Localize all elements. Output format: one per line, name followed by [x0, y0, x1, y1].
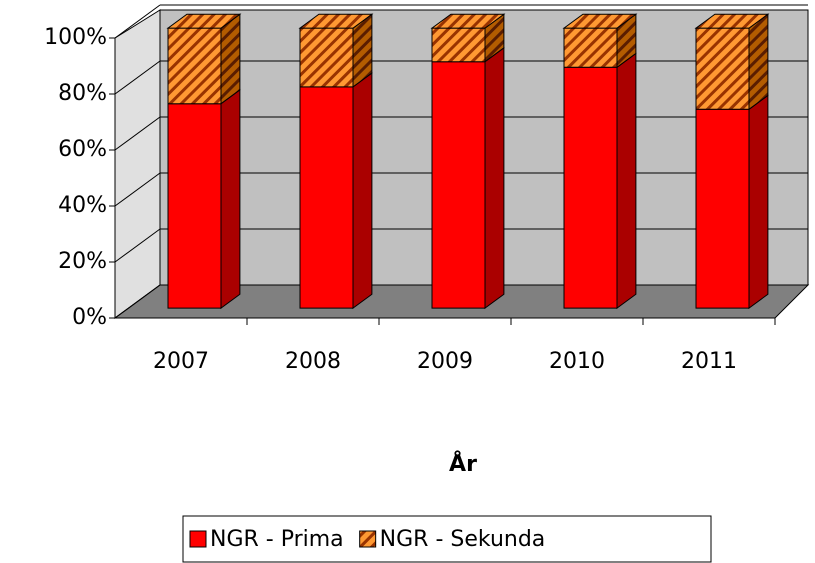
grid-line-side [114, 60, 161, 95]
x-tick-label: 2010 [549, 349, 605, 374]
bar-side [748, 13, 769, 111]
y-tick-label: 80% [58, 81, 107, 106]
x-tick-label: 2007 [153, 349, 209, 374]
bar-front [167, 103, 222, 309]
bar-top [166, 13, 242, 29]
side-wall [114, 9, 161, 319]
grid-line-side [114, 284, 161, 319]
bar-segment [431, 46, 505, 310]
bar-top [562, 13, 638, 29]
grid-line-side [114, 4, 161, 39]
bar-side [748, 94, 769, 310]
bar-front [431, 61, 486, 309]
bar-side [220, 88, 241, 310]
legend-swatch [359, 530, 377, 548]
legend-label: NGR - Prima [210, 527, 344, 552]
bar-segment [430, 13, 506, 63]
grid-line-side [114, 172, 161, 207]
bar-top [694, 13, 770, 29]
bar-segment [695, 94, 769, 310]
bar-side [352, 72, 373, 310]
legend-swatch [189, 530, 207, 548]
bar-front [695, 27, 750, 110]
x-tick-label: 2008 [285, 349, 341, 374]
x-tick-label: 2011 [681, 349, 737, 374]
bar-top [430, 13, 506, 29]
bar-top [298, 13, 374, 29]
legend-label: NGR - Sekunda [380, 527, 546, 552]
bar-side [616, 52, 637, 310]
bar-front [299, 86, 354, 309]
grid-line-side [114, 228, 161, 263]
bar-side [220, 13, 241, 105]
bar-front [299, 27, 354, 88]
bar-segment [563, 52, 637, 310]
y-tick-label: 100% [44, 25, 107, 50]
bar-side [484, 46, 505, 310]
grid-line-side [114, 116, 161, 151]
bar-front [695, 108, 750, 309]
x-tick-label: 2009 [417, 349, 473, 374]
bar-front [167, 27, 222, 105]
bar-segment [167, 88, 241, 310]
y-tick-label: 40% [58, 193, 107, 218]
bar-segment [298, 13, 374, 88]
y-tick-label: 60% [58, 137, 107, 162]
bar-segment [694, 13, 770, 111]
bar-segment [166, 13, 242, 105]
legend [182, 515, 712, 563]
bar-segment [299, 72, 373, 310]
x-axis-title: År [449, 451, 477, 477]
bar-front [563, 66, 618, 309]
bar-front [431, 27, 486, 63]
bar-front [563, 27, 618, 68]
y-tick-label: 0% [72, 305, 107, 330]
y-tick-label: 20% [58, 249, 107, 274]
bar-segment [562, 13, 638, 69]
